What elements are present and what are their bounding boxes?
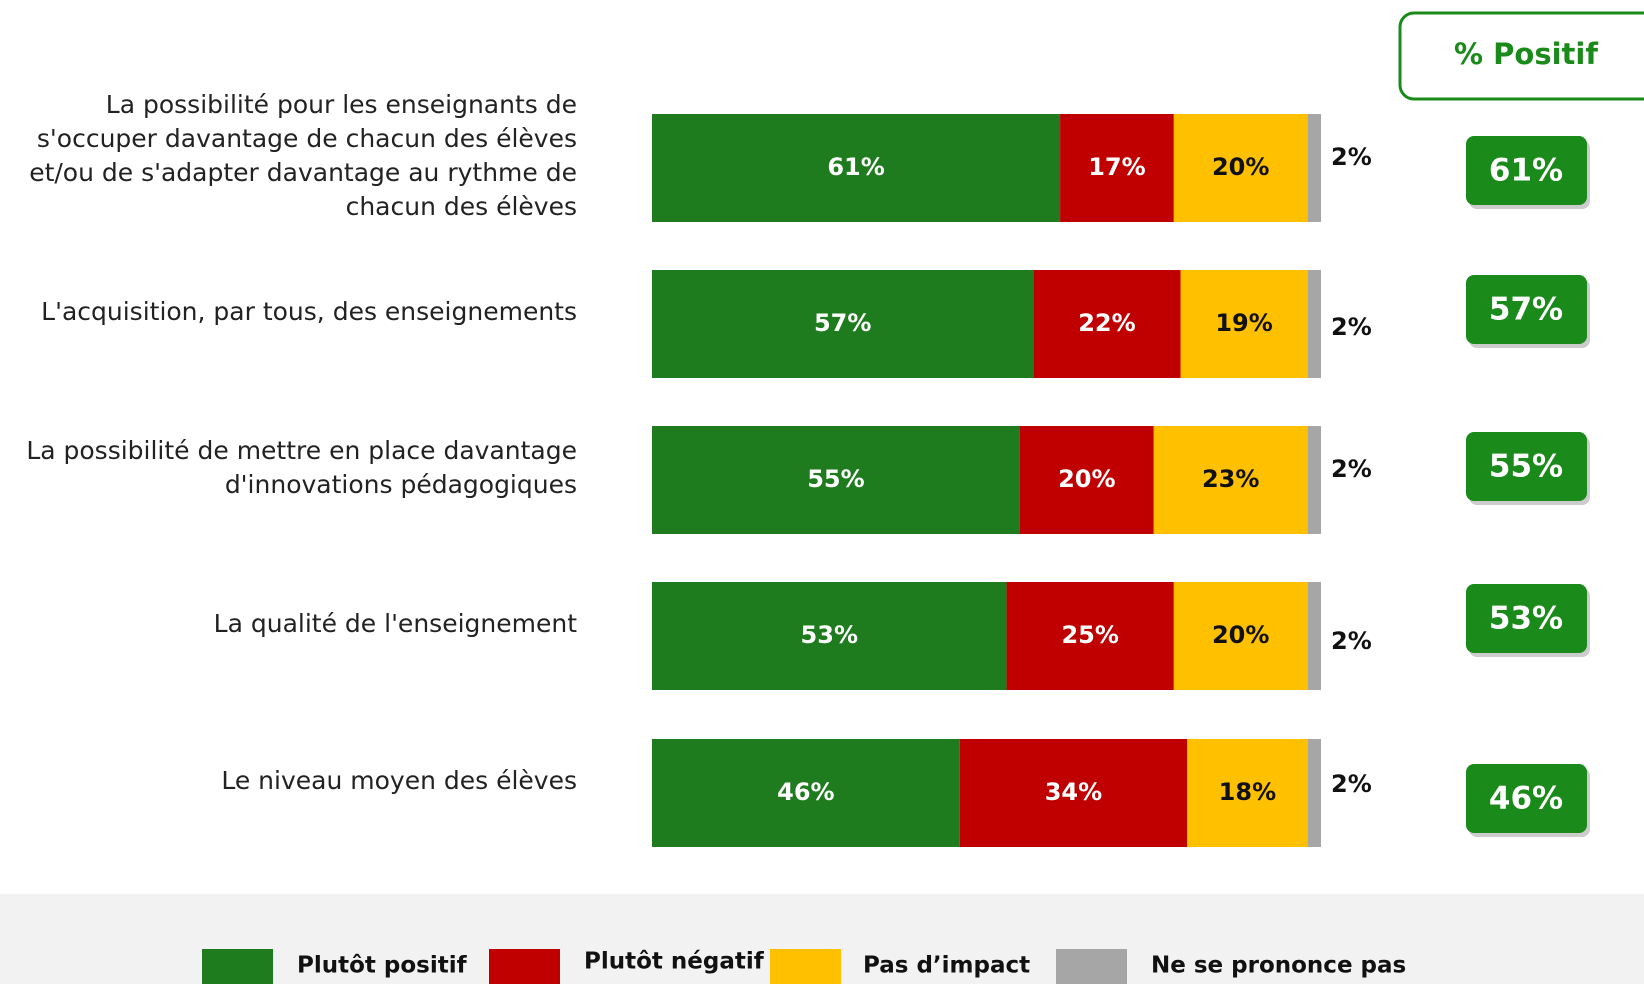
data-label: 46% <box>777 778 834 806</box>
summary-header-box <box>1398 11 1644 101</box>
data-label: 2% <box>1331 143 1372 171</box>
data-label: 53% <box>801 621 858 649</box>
bar-segment <box>1006 582 1174 690</box>
bar-segment <box>1060 114 1174 222</box>
bar-segment <box>1153 426 1308 534</box>
data-label: 61% <box>827 153 884 181</box>
category-label: Le niveau moyen des élèves <box>221 766 577 795</box>
bar-segment <box>1033 270 1181 378</box>
legend-label: Plutôt négatif <box>584 949 765 975</box>
data-label: 20% <box>1212 153 1269 181</box>
summary-box <box>1466 136 1587 205</box>
bar-segment <box>959 739 1188 847</box>
legend-label: Plutôt positif <box>297 953 468 979</box>
data-label: 23% <box>1202 465 1259 493</box>
data-label: 2% <box>1331 313 1372 341</box>
summary-value: 53% <box>1489 601 1563 637</box>
bar-segment <box>1019 426 1154 534</box>
data-label: 2% <box>1331 770 1372 798</box>
data-label: 25% <box>1061 621 1118 649</box>
category-label: L'acquisition, par tous, des enseignemen… <box>41 297 577 326</box>
bar-segment <box>1187 739 1308 847</box>
data-label: 20% <box>1212 621 1269 649</box>
data-label: 34% <box>1045 778 1102 806</box>
legend-swatch <box>1056 949 1127 984</box>
bar-segment <box>1180 270 1308 378</box>
category-label: La possibilité pour les enseignants de s… <box>29 90 577 221</box>
legend-label: Ne se prononce pas <box>1151 953 1406 979</box>
summary-value: 55% <box>1489 449 1563 485</box>
data-label: 55% <box>807 465 864 493</box>
category-label: La possibilité de mettre en place davant… <box>26 436 577 499</box>
data-label: 2% <box>1331 455 1372 483</box>
summary-box <box>1466 432 1587 501</box>
data-label: 18% <box>1219 778 1276 806</box>
bar-segment <box>1307 582 1321 690</box>
summary-value: 57% <box>1489 292 1563 328</box>
bar-segment <box>1307 739 1321 847</box>
bar-segment <box>1307 270 1321 378</box>
legend-swatch <box>489 949 560 984</box>
summary-value: 61% <box>1489 153 1563 189</box>
summary-box <box>1466 275 1587 344</box>
data-label: 19% <box>1215 309 1272 337</box>
summary-box <box>1466 584 1587 653</box>
data-label: 20% <box>1058 465 1115 493</box>
data-label: 17% <box>1088 153 1145 181</box>
bar-segment <box>1307 426 1321 534</box>
bar-segment <box>1173 114 1308 222</box>
bar-segment <box>652 582 1007 690</box>
bar-segment <box>652 114 1061 222</box>
data-label: 2% <box>1331 627 1372 655</box>
summary-title: % Positif <box>1454 37 1598 71</box>
data-label: 57% <box>814 309 871 337</box>
data-label: 22% <box>1078 309 1135 337</box>
legend-label: Pas d’impact <box>863 953 1030 979</box>
bar-segment <box>1173 582 1308 690</box>
legend-swatch <box>770 949 841 984</box>
legend-swatch <box>202 949 273 984</box>
bar-segment <box>652 270 1034 378</box>
summary-value: 46% <box>1489 781 1563 817</box>
bar-segment <box>1307 114 1321 222</box>
bar-segment <box>652 426 1020 534</box>
summary-box <box>1466 764 1587 833</box>
category-label: La qualité de l'enseignement <box>213 609 577 638</box>
bar-segment <box>652 739 960 847</box>
